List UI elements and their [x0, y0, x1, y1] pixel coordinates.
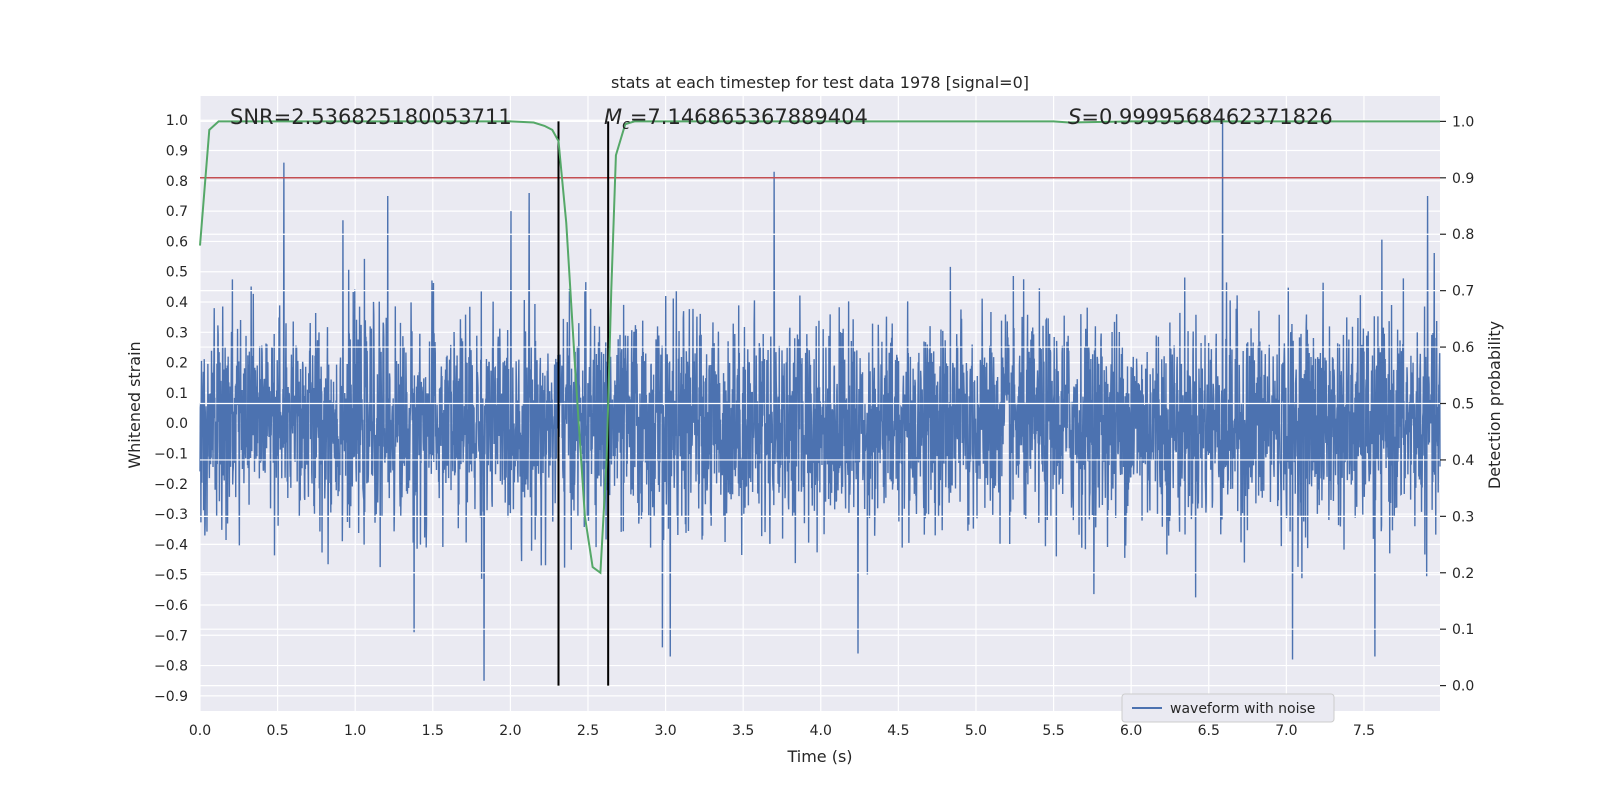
y-left-tick-label: 0.6: [166, 234, 188, 250]
mc-value: =7.146865367889404: [630, 105, 868, 129]
y-left-tick-label: 0.4: [166, 295, 188, 311]
y-left-tick-label: −0.9: [154, 689, 188, 705]
s-annotation: S=0.9999568462371826: [1068, 105, 1333, 129]
y-left-tick-label: 0.1: [166, 386, 188, 402]
legend-box: [1121, 693, 1335, 723]
y-left-tick-label: −0.5: [154, 568, 188, 584]
mc-symbol: M: [604, 105, 622, 129]
y-right-tick-label: 0.2: [1452, 566, 1474, 582]
y-left-tick-label: 0.8: [166, 174, 188, 190]
y-right-axis-ticks: 1.0 0.9 0.8 0.7 0.6 0.5 0.4 0.3 0.2 0.1 0.0: [1440, 114, 1474, 695]
x-tick-label: 3.5: [732, 723, 754, 739]
x-tick-label: 0.0: [189, 723, 211, 739]
x-tick-label: 2.5: [577, 723, 599, 739]
y-right-axis-title: Detection probability: [1485, 321, 1504, 489]
y-left-tick-label: −0.1: [154, 446, 188, 462]
x-tick-label: 6.5: [1198, 723, 1220, 739]
x-axis-ticks: 0.0 0.5 1.0 1.5 2.0 2.5 3.0 3.5 4.0 4.5 5.0 5.5 6.0 6…: [189, 723, 1375, 739]
x-tick-label: 1.0: [344, 723, 366, 739]
y-left-tick-label: −0.2: [154, 477, 188, 493]
x-tick-label: 5.5: [1042, 723, 1064, 739]
y-right-tick-label: 0.7: [1452, 284, 1474, 300]
s-symbol: S: [1068, 105, 1081, 129]
x-tick-label: 7.5: [1353, 723, 1375, 739]
y-left-axis-ticks: 1.0 0.9 0.8 0.7 0.6 0.5 0.4 0.3 0.2 0.1 0.0 −0.1 −0.…: [154, 113, 188, 705]
y-right-tick-label: 0.8: [1452, 227, 1474, 243]
y-left-tick-label: 0.0: [166, 416, 188, 432]
probability-line: [199, 120, 1440, 575]
x-tick-label: 2.0: [499, 723, 521, 739]
x-tick-label: 7.0: [1275, 723, 1297, 739]
y-left-tick-label: −0.8: [154, 659, 188, 675]
y-left-axis-title: Whitened strain: [125, 341, 144, 468]
legend: waveform with noise: [1121, 693, 1335, 723]
waveform-line: [199, 120, 1441, 681]
x-tick-label: 5.0: [965, 723, 987, 739]
y-right-tick-label: 0.0: [1452, 679, 1474, 695]
x-tick-label: 0.5: [266, 723, 288, 739]
y-left-tick-label: −0.7: [154, 628, 188, 644]
x-axis-title: Time (s): [786, 747, 852, 766]
x-tick-label: 4.5: [887, 723, 909, 739]
x-tick-label: 4.0: [810, 723, 832, 739]
y-right-tick-label: 0.1: [1452, 622, 1474, 638]
y-left-tick-label: 0.3: [166, 325, 188, 341]
x-tick-label: 1.5: [422, 723, 444, 739]
y-right-tick-label: 0.4: [1452, 453, 1474, 469]
mc-subscript: c: [622, 117, 630, 133]
x-tick-label: 3.0: [654, 723, 676, 739]
y-right-tick-label: 0.9: [1452, 171, 1474, 187]
chart-title: stats at each timestep for test data 197…: [611, 73, 1029, 92]
mc-annotation: Mc=7.146865367889404: [604, 105, 868, 133]
snr-annotation: SNR=2.536825180053711: [230, 105, 512, 129]
legend-label: waveform with noise: [1170, 701, 1315, 717]
waveform-series: [199, 120, 1441, 681]
x-tick-label: 6.0: [1120, 723, 1142, 739]
y-left-tick-label: −0.6: [154, 598, 188, 614]
y-right-tick-label: 1.0: [1452, 114, 1474, 130]
y-right-tick-label: 0.6: [1452, 340, 1474, 356]
y-right-tick-label: 0.3: [1452, 509, 1474, 525]
y-left-tick-label: −0.4: [154, 537, 188, 553]
y-left-tick-label: −0.3: [154, 507, 188, 523]
y-left-tick-label: 0.9: [166, 144, 188, 160]
y-left-tick-label: 0.7: [166, 204, 188, 220]
y-left-tick-label: 0.2: [166, 356, 188, 372]
y-left-tick-label: 1.0: [166, 113, 188, 129]
y-left-tick-label: 0.5: [166, 265, 188, 281]
s-value: =0.9999568462371826: [1081, 105, 1332, 129]
y-right-tick-label: 0.5: [1452, 397, 1474, 413]
